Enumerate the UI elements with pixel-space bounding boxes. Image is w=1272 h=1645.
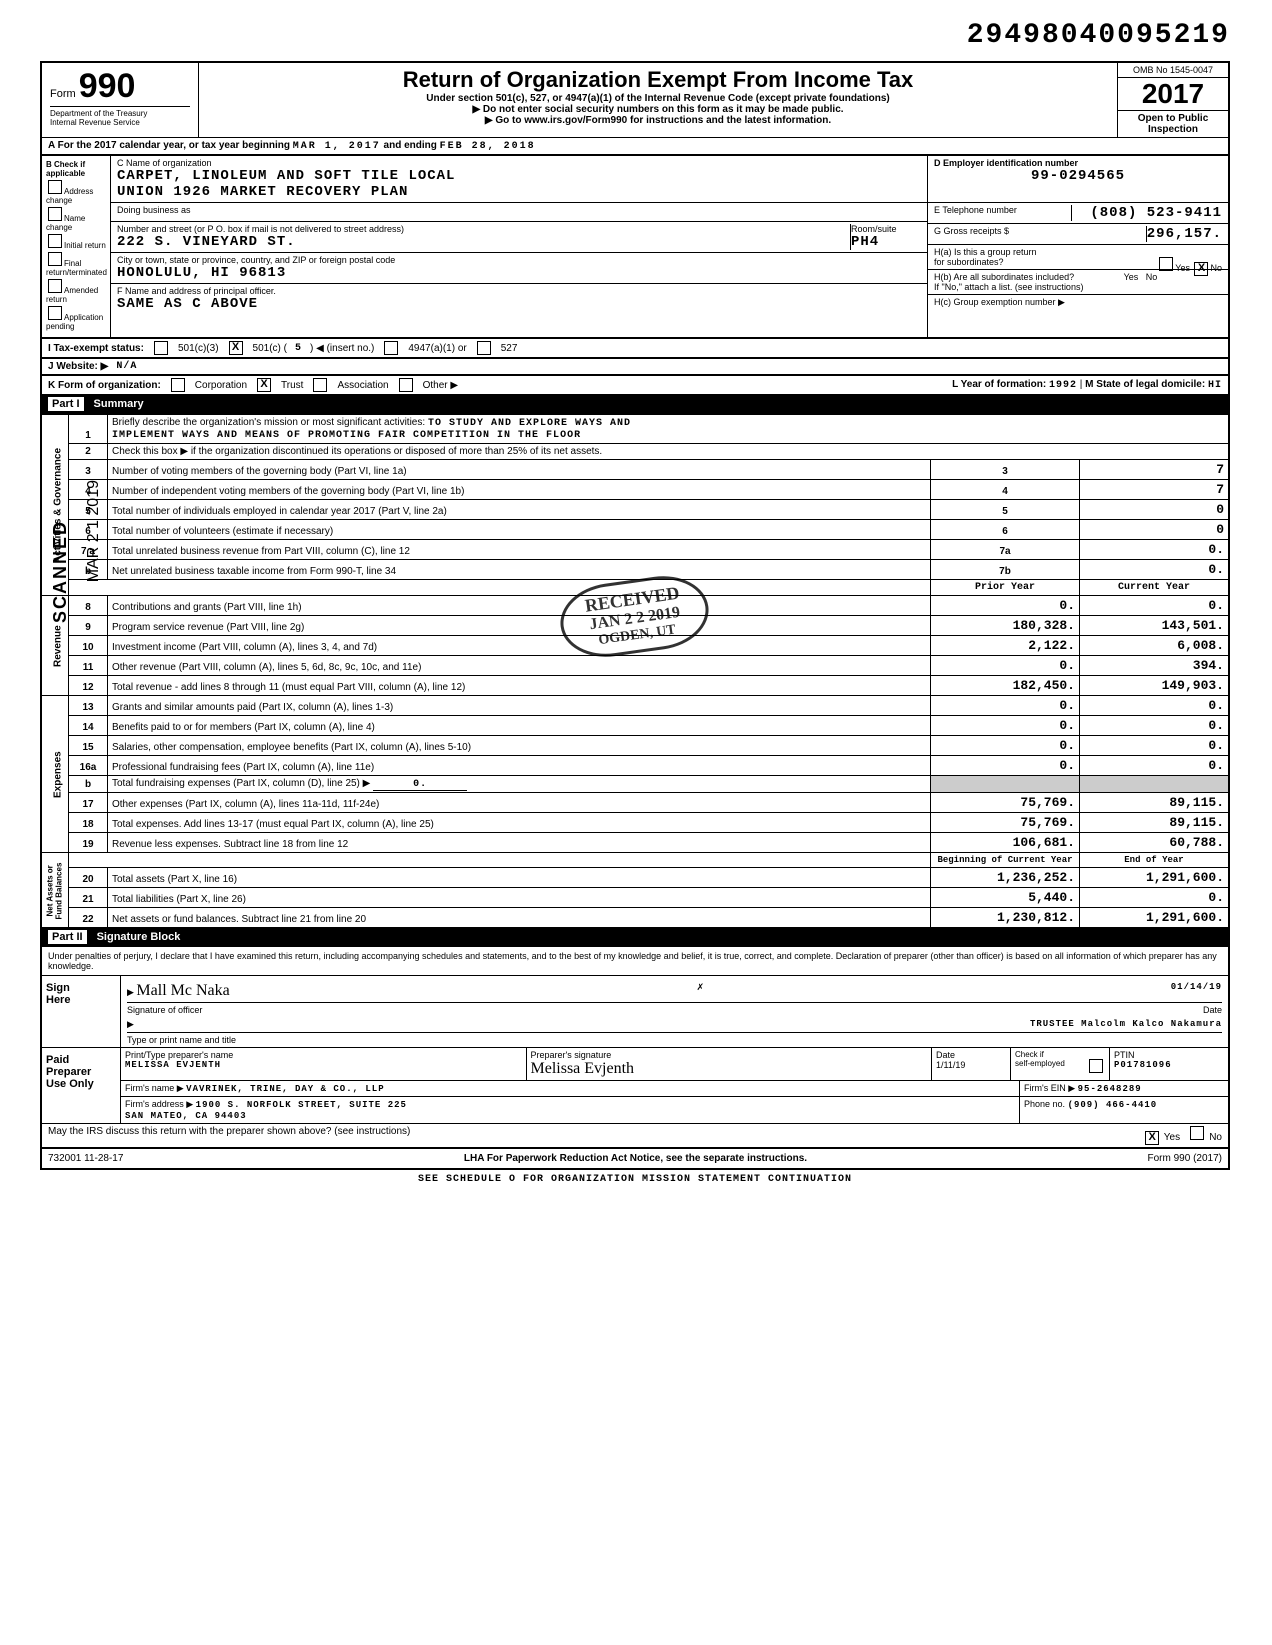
preparer-date: 1/11/19 <box>936 1060 1006 1070</box>
ptin: P01781096 <box>1114 1060 1224 1070</box>
sign-here-label: Sign Here <box>42 976 121 1047</box>
form-label: Form <box>50 88 76 100</box>
status-501c-check[interactable]: X <box>229 341 243 355</box>
gross-receipts: 296,157. <box>1147 226 1222 242</box>
year-end: FEB 28, 2018 <box>440 141 536 152</box>
officer-name: SAME AS C ABOVE <box>117 296 921 312</box>
part1-header: Part ISummary <box>40 396 1230 414</box>
chk-initial[interactable]: Initial return <box>46 234 106 250</box>
tax-year: 2017 <box>1118 78 1228 111</box>
chk-final[interactable]: Final return/terminated <box>46 252 106 277</box>
employees: 0 <box>1080 500 1230 520</box>
chk-pending[interactable]: Application pending <box>46 306 106 331</box>
col-b-header: B Check if applicable <box>46 160 85 178</box>
website-row: J Website: ▶N/A <box>40 359 1230 376</box>
chk-amended[interactable]: Amended return <box>46 279 106 304</box>
chk-address[interactable]: Address change <box>46 180 106 205</box>
signature-block: Under penalties of perjury, I declare th… <box>40 947 1230 1149</box>
paid-preparer-label: Paid Preparer Use Only <box>42 1048 121 1123</box>
section-expenses: Expenses <box>41 696 69 853</box>
dept-label: Department of the Treasury Internal Reve… <box>50 106 190 127</box>
form-subtitle: Under section 501(c), 527, or 4947(a)(1)… <box>203 93 1113 104</box>
website-val: N/A <box>116 361 137 372</box>
ein: 99-0294565 <box>934 168 1222 184</box>
indep-members: 7 <box>1080 480 1230 500</box>
firm-ein: 95-2648289 <box>1078 1084 1142 1094</box>
net-unrelated: 0. <box>1080 560 1230 580</box>
note-url: Go to www.irs.gov/Form990 for instructio… <box>203 115 1113 126</box>
status-501c-num: 5 <box>295 343 302 354</box>
officer-signature: Mall Mc Naka <box>136 982 229 999</box>
note-ssn: Do not enter social security numbers on … <box>203 104 1113 115</box>
tax-status-row: I Tax-exempt status: 501(c)(3) X501(c) (… <box>40 339 1230 359</box>
summary-table: Activities & Governance 1 Briefly descri… <box>40 414 1230 929</box>
schedule-note: SEE SCHEDULE O FOR ORGANIZATION MISSION … <box>40 1170 1230 1189</box>
main-info: B Check if applicable Address change Nam… <box>40 156 1230 339</box>
discuss-row: May the IRS discuss this return with the… <box>42 1124 1228 1147</box>
phone: (808) 523-9411 <box>1090 205 1222 221</box>
discuss-yes[interactable]: X <box>1145 1131 1159 1145</box>
voting-members: 7 <box>1080 460 1230 480</box>
form-title: Return of Organization Exempt From Incom… <box>203 67 1113 93</box>
firm-name: VAVRINEK, TRINE, DAY & CO., LLP <box>186 1084 384 1094</box>
inspection-label: Open to Public Inspection <box>1118 111 1228 137</box>
preparer-name: MELISSA EVJENTH <box>125 1060 522 1070</box>
section-revenue: Revenue <box>41 596 69 696</box>
section-net: Net Assets or Fund Balances <box>41 853 69 929</box>
k-org-row: K Form of organization: Corporation XTru… <box>40 376 1230 396</box>
date-stamp: MAR 2 1 2019 <box>85 480 103 582</box>
chk-name[interactable]: Name change <box>46 207 106 232</box>
form-number: 990 <box>79 67 136 105</box>
preparer-sig: Melissa Evjenth <box>531 1060 928 1078</box>
group-return-no[interactable]: X <box>1194 262 1208 276</box>
section-ag: Activities & Governance <box>41 415 69 596</box>
perjury-text: Under penalties of perjury, I declare th… <box>42 947 1228 976</box>
unrelated-rev: 0. <box>1080 540 1230 560</box>
form-header: Form 990 Department of the Treasury Inte… <box>40 61 1230 138</box>
year-formation: 1992 <box>1049 380 1077 391</box>
org-city: HONOLULU, HI 96813 <box>117 265 921 281</box>
doc-number: 29498040095219 <box>40 20 1230 51</box>
row-a: A For the 2017 calendar year, or tax yea… <box>40 138 1230 156</box>
org-room: PH4 <box>851 234 921 250</box>
part2-header: Part IISignature Block <box>40 929 1230 947</box>
korg-trust-check[interactable]: X <box>257 378 271 392</box>
footer-row: 732001 11-28-17 LHA For Paperwork Reduct… <box>40 1149 1230 1170</box>
org-name: CARPET, LINOLEUM AND SOFT TILE LOCAL UNI… <box>117 168 921 200</box>
omb-number: OMB No 1545-0047 <box>1118 63 1228 78</box>
officer-printed: TRUSTEE Malcolm Kalco Nakamura <box>1030 1019 1222 1030</box>
volunteers: 0 <box>1080 520 1230 540</box>
state-domicile: HI <box>1208 380 1222 391</box>
sign-date: 01/14/19 <box>1171 982 1222 1000</box>
year-begin: MAR 1, 2017 <box>293 141 381 152</box>
firm-phone: (909) 466-4410 <box>1068 1100 1158 1110</box>
org-address: 222 S. VINEYARD ST. <box>117 234 850 250</box>
